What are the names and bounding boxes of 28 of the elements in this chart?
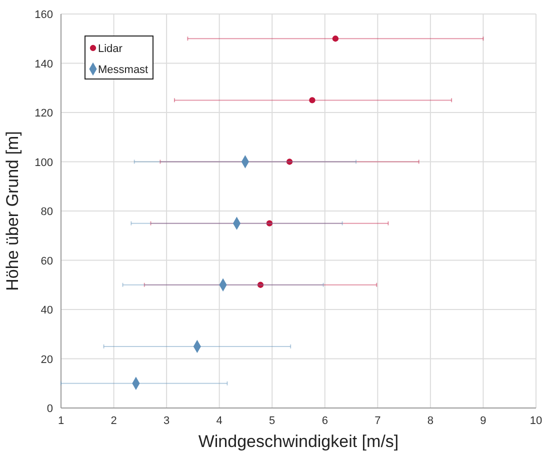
legend-label: Messmast — [98, 64, 148, 76]
y-axis-title: Höhe über Grund [m] — [3, 131, 22, 291]
x-tick-label: 4 — [216, 415, 222, 427]
y-tick-label: 40 — [40, 304, 53, 316]
y-tick-label: 140 — [34, 58, 53, 70]
y-tick-label: 80 — [40, 206, 53, 218]
y-tick-label: 120 — [34, 108, 53, 120]
x-axis-title: Windgeschwindigkeit [m/s] — [198, 432, 399, 451]
legend-label: Lidar — [98, 43, 123, 55]
x-tick-label: 2 — [110, 415, 117, 427]
point — [309, 97, 316, 104]
x-tick-label: 5 — [269, 415, 276, 427]
x-tick-label: 1 — [58, 415, 64, 427]
x-tick-label: 8 — [427, 415, 434, 427]
y-tick-label: 20 — [40, 354, 53, 366]
point — [257, 282, 264, 288]
y-tick-label: 160 — [34, 9, 53, 21]
x-tick-label: 3 — [163, 415, 170, 427]
x-tick-label: 6 — [322, 415, 328, 427]
point — [266, 220, 273, 226]
x-tick-label: 10 — [530, 415, 542, 427]
y-tick-label: 60 — [40, 255, 53, 268]
point — [286, 158, 293, 165]
x-tick-label: 7 — [374, 415, 381, 427]
y-tick-label: 0 — [46, 403, 53, 415]
x-tick-label: 9 — [480, 415, 486, 427]
point — [332, 36, 339, 42]
y-tick-label: 100 — [34, 156, 53, 169]
